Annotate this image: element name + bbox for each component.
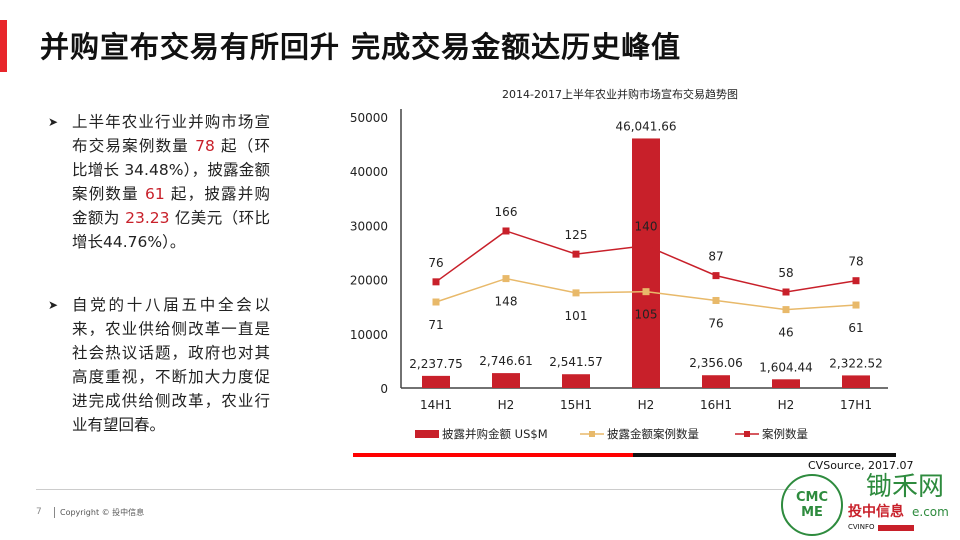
line-marker	[502, 227, 510, 235]
line-data-label: 105	[635, 308, 658, 322]
line-marker	[502, 275, 510, 283]
brand-logo: 投中信息	[848, 504, 904, 520]
line-marker	[642, 242, 650, 250]
trend-chart: 2014-2017上半年农业并购市场宣布交易趋势图 50000 40000 30000…	[350, 87, 888, 441]
slide-title: 并购宣布交易有所回升 完成交易金额达历史峰值	[40, 30, 682, 64]
footer-divider	[36, 489, 796, 490]
bullet-1: ➤ 上半年农业行业并购市场宣布交易案例数量 78 起（环比增长 34.48%），…	[48, 110, 270, 254]
line-data-label: 78	[848, 255, 863, 269]
line-marker	[712, 296, 720, 304]
line-marker	[432, 298, 440, 306]
brand-logo-en: CVINFO	[848, 523, 875, 531]
line-data-label: 71	[428, 318, 443, 332]
site-url: e.com	[912, 505, 949, 519]
y-tick-label: 20000	[350, 274, 388, 288]
divider-red	[353, 453, 633, 457]
y-tick-label: 30000	[350, 219, 388, 233]
bar-data-label: 2,322.52	[829, 356, 882, 370]
bar	[492, 373, 520, 388]
bullet-2: ➤ 自党的十八届五中全会以来，农业供给侧改革一直是社会热议话题，政府也对其高度重…	[48, 293, 270, 437]
bar-data-label: 2,237.75	[409, 357, 462, 371]
bar-data-label: 46,041.66	[615, 119, 676, 133]
brand-logo-bar	[878, 525, 914, 531]
line-marker	[782, 306, 790, 314]
title-accent-bar	[0, 20, 7, 72]
bar	[772, 379, 800, 388]
line-data-label: 58	[778, 266, 793, 280]
x-tick-label: 17H1	[840, 398, 872, 412]
bar	[422, 375, 450, 388]
bar-data-label: 2,746.61	[479, 354, 532, 368]
line-data-label: 140	[635, 220, 658, 234]
line-data-label: 76	[708, 316, 723, 330]
line-marker	[712, 272, 720, 280]
page-number: 7	[36, 507, 42, 517]
bar	[562, 374, 590, 388]
line-marker	[642, 288, 650, 296]
chart-title: 2014-2017上半年农业并购市场宣布交易趋势图	[502, 87, 738, 101]
line-data-label: 101	[565, 309, 588, 323]
line-marker	[572, 289, 580, 297]
seal-logo: CMC ME	[781, 474, 843, 536]
bar	[632, 138, 660, 388]
x-tick-label: H2	[778, 398, 795, 412]
line-marker	[852, 301, 860, 309]
bar-data-label: 2,541.57	[549, 355, 602, 369]
x-tick-label: H2	[638, 398, 655, 412]
legend-swatch-marker	[744, 431, 750, 437]
line-marker	[782, 288, 790, 296]
arrow-right-icon: ➤	[48, 298, 59, 312]
copyright: Copyright © 投中信息	[54, 507, 144, 518]
legend-label: 披露金额案例数量	[607, 427, 699, 441]
line-data-label: 76	[428, 256, 443, 270]
divider-black	[633, 453, 896, 457]
y-tick-label: 0	[380, 382, 388, 396]
legend-swatch-marker	[589, 431, 595, 437]
arrow-right-icon: ➤	[48, 115, 59, 129]
line-marker	[572, 250, 580, 258]
legend-swatch-bar	[415, 430, 439, 438]
line-data-label: 148	[495, 295, 518, 309]
x-tick-label: 15H1	[560, 398, 592, 412]
site-logo: 锄禾网	[866, 472, 945, 502]
source-note: CVSource, 2017.07	[808, 459, 914, 472]
x-tick-label: H2	[498, 398, 515, 412]
line-marker	[852, 277, 860, 285]
y-tick-label: 50000	[350, 111, 388, 125]
line-data-label: 166	[495, 205, 518, 219]
bar	[702, 375, 730, 388]
x-tick-label: 14H1	[420, 398, 452, 412]
bar	[842, 375, 870, 388]
y-tick-label: 40000	[350, 165, 388, 179]
legend-label: 案例数量	[762, 427, 808, 441]
x-tick-label: 16H1	[700, 398, 732, 412]
y-tick-label: 10000	[350, 328, 388, 342]
line-data-label: 46	[778, 326, 793, 340]
line-data-label: 61	[848, 321, 863, 335]
line-data-label: 87	[708, 250, 723, 264]
line-data-label: 125	[565, 228, 588, 242]
line-marker	[432, 278, 440, 286]
bar-data-label: 2,356.06	[689, 356, 742, 370]
bar-data-label: 1,604.44	[759, 360, 812, 374]
legend-label: 披露并购金额 US$M	[442, 427, 548, 441]
